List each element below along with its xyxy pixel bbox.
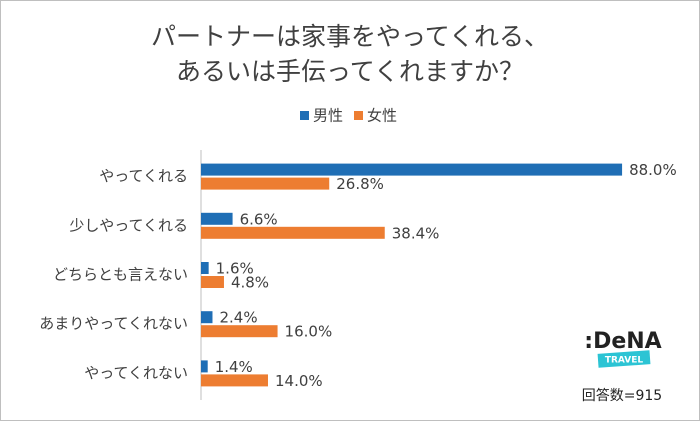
value-label: 38.4% xyxy=(392,224,440,242)
value-label: 14.0% xyxy=(275,372,323,390)
value-label: 88.0% xyxy=(629,161,677,179)
value-label: 4.8% xyxy=(231,274,269,292)
y-tick-label: あまりやってくれない xyxy=(39,315,188,333)
legend-label: 男性 xyxy=(313,107,343,125)
y-tick-label: どちらとも言えない xyxy=(53,266,188,284)
logo-subtitle: TRAVEL xyxy=(605,356,644,366)
chart-title: あるいは手伝ってくれますか？ xyxy=(176,57,524,86)
legend-swatch xyxy=(354,111,363,120)
logo-band xyxy=(597,350,651,368)
bar xyxy=(201,177,330,190)
bar xyxy=(201,325,278,338)
y-tick-label: やってくれる xyxy=(99,167,188,185)
bar xyxy=(201,262,209,274)
legend-label: 女性 xyxy=(367,107,397,125)
bar xyxy=(201,276,224,288)
annotation: 回答数=915 xyxy=(582,387,662,404)
chart-title: パートナーは家事をやってくれる、 xyxy=(151,22,549,51)
y-tick-label: やってくれない xyxy=(84,364,188,382)
logo-text: :DeNA xyxy=(584,329,661,354)
bar xyxy=(201,212,233,225)
legend-swatch xyxy=(300,111,309,120)
value-label: 26.8% xyxy=(336,175,384,193)
value-label: 2.4% xyxy=(219,309,257,327)
bar xyxy=(201,360,208,373)
bar xyxy=(201,163,623,176)
value-label: 6.6% xyxy=(240,210,278,228)
value-label: 1.4% xyxy=(215,358,253,376)
bar xyxy=(201,226,385,239)
bar xyxy=(201,374,268,387)
value-label: 16.0% xyxy=(285,323,333,341)
logo: :DeNA TRAVEL xyxy=(584,329,662,368)
bar xyxy=(201,311,213,324)
value-label: 1.6% xyxy=(216,260,254,278)
y-tick-label: 少しやってくれる xyxy=(69,216,188,234)
